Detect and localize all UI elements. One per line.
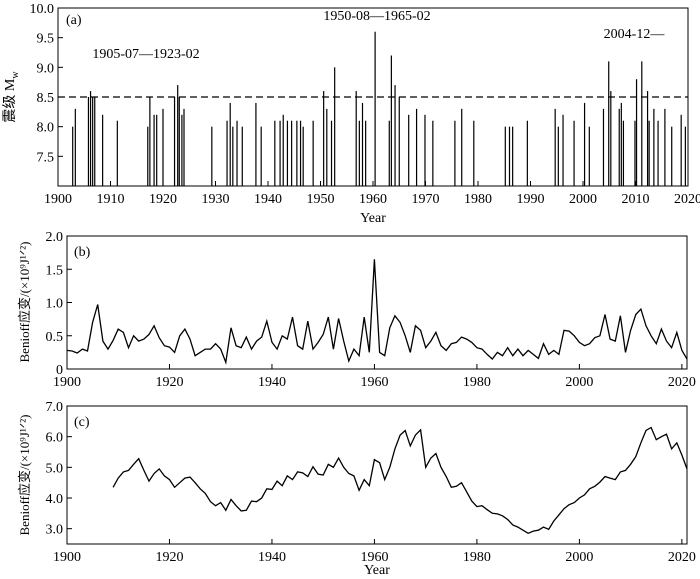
y-tick-label: 6.0 — [46, 431, 64, 446]
x-tick-label: 2020 — [674, 192, 700, 207]
y-tick-label: 1.0 — [46, 297, 64, 312]
y-tick-label: 3.0 — [46, 523, 64, 538]
x-tick-label: 1940 — [258, 375, 286, 390]
x-tick-label: 1950 — [307, 192, 335, 207]
y-tick-label: 4.0 — [46, 492, 64, 507]
x-tick-label: 2000 — [565, 375, 593, 390]
panel-c-x-axis-label: Year — [364, 563, 390, 578]
panel-b-y-axis-label: Benioff应变/(×10⁹J¹ᐟ²) — [17, 242, 32, 363]
y-tick-label: 0 — [56, 363, 63, 378]
panel-c-cumulative-strain-chart: (c) 3.0 4.0 5.0 6.0 7.0 1900 1920 1940 1960 1980… — [17, 400, 696, 578]
x-tick-label: 1900 — [53, 375, 81, 390]
x-tick-label: 1940 — [254, 192, 282, 207]
panel-b-series-line — [66, 259, 688, 365]
y-tick-label: 1.5 — [46, 263, 64, 278]
panel-a-y-axis-label: 震级 Mw — [2, 71, 21, 123]
x-tick-label: 1910 — [97, 192, 125, 207]
panel-c-y-axis-label: Benioff应变/(×10⁹J¹ᐟ²) — [17, 415, 32, 536]
panel-b-benioff-strain-chart: (b) 0 0.5 1.0 1.5 2.0 1900 1920 1940 1960 1980 20… — [17, 230, 696, 390]
panel-a-label: (a) — [66, 13, 82, 28]
y-tick-label: 8.5 — [37, 91, 55, 106]
annotation-2004: 2004-12— — [604, 27, 666, 42]
panel-c-frame — [66, 405, 688, 545]
x-tick-label: 1980 — [464, 192, 492, 207]
y-tick-label: 5.0 — [46, 461, 64, 476]
annotation-1950-1965: 1950-08—1965-02 — [323, 9, 430, 24]
y-tick-label: 10.0 — [30, 2, 55, 17]
x-tick-label: 1900 — [53, 550, 81, 565]
y-tick-label: 7.5 — [37, 150, 55, 165]
y-tick-label: 9.5 — [37, 32, 55, 47]
panel-b-label: (b) — [74, 245, 91, 260]
panel-a-x-axis-label: Year — [360, 211, 386, 226]
panel-c-label: (c) — [74, 415, 90, 430]
x-tick-label: 1930 — [202, 192, 230, 207]
x-tick-label: 1940 — [258, 550, 286, 565]
y-tick-label: 8.0 — [37, 121, 55, 136]
annotation-1905-1923: 1905-07—1923-02 — [92, 47, 199, 62]
x-tick-label: 2020 — [668, 375, 696, 390]
y-tick-label: 7.0 — [46, 400, 64, 415]
y-tick-label: 0.5 — [46, 330, 64, 345]
x-tick-label: 1970 — [412, 192, 440, 207]
x-tick-label: 1900 — [44, 192, 72, 207]
x-tick-label: 1960 — [359, 192, 387, 207]
x-tick-label: 1960 — [360, 375, 388, 390]
x-tick-label: 2000 — [569, 192, 597, 207]
x-tick-label: 1920 — [155, 550, 183, 565]
panel-c-series-line — [112, 426, 688, 535]
x-tick-label: 2010 — [622, 192, 650, 207]
x-tick-label: 1920 — [155, 375, 183, 390]
x-tick-label: 1980 — [463, 550, 491, 565]
x-tick-label: 1960 — [360, 550, 388, 565]
y-tick-label: 9.0 — [37, 61, 55, 76]
x-tick-label: 1980 — [463, 375, 491, 390]
x-tick-label: 1990 — [517, 192, 545, 207]
y-tick-label: 2.0 — [46, 230, 64, 245]
panel-a-magnitude-chart: (a) 1905-07—1923-02 1950-08—1965-02 2004… — [2, 2, 700, 226]
x-tick-label: 2020 — [668, 550, 696, 565]
x-tick-label: 1920 — [149, 192, 177, 207]
x-tick-label: 2000 — [565, 550, 593, 565]
